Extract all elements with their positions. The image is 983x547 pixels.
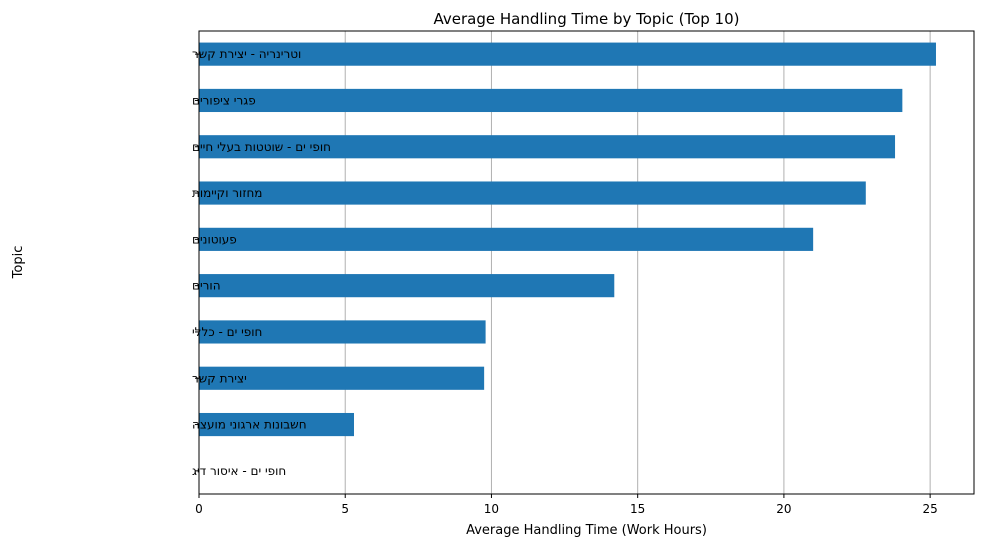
y-tick-label: יצירת קשר bbox=[192, 371, 247, 385]
bar bbox=[199, 412, 354, 437]
bar bbox=[199, 42, 936, 66]
x-tick-label: 10 bbox=[484, 502, 499, 516]
x-tick-label: 20 bbox=[776, 502, 791, 516]
y-tick-label: חופי ים - איסור דיג bbox=[192, 464, 286, 478]
plot-frame bbox=[198, 30, 975, 495]
y-tick-label: חופי ים - כללי bbox=[192, 325, 262, 339]
bars bbox=[199, 42, 936, 437]
x-tick-label: 0 bbox=[195, 502, 203, 516]
bar bbox=[199, 320, 486, 344]
bar bbox=[199, 135, 896, 159]
y-tick-label: חופי ים - שוטטות בעלי חיים bbox=[192, 140, 331, 154]
y-tick-label: מחזור וקיימות bbox=[192, 186, 262, 200]
y-tick-label: פגרי ציפורים bbox=[192, 93, 256, 107]
x-axis-ticks: 0 5 10 15 20 25 bbox=[195, 494, 938, 516]
bar bbox=[199, 88, 903, 113]
y-axis-ticks: וטרינריה - יצירת קשר פגרי ציפורים חופי ים … bbox=[192, 47, 331, 478]
x-tick-label: 15 bbox=[630, 502, 645, 516]
bar bbox=[199, 366, 485, 390]
bar bbox=[199, 227, 814, 251]
x-tick-label: 25 bbox=[922, 502, 937, 516]
y-axis-label: Topic bbox=[11, 246, 26, 280]
y-tick-label: חשבונות ארגוני מועצה bbox=[192, 418, 307, 432]
chart-title: Average Handling Time by Topic (Top 10) bbox=[433, 10, 739, 28]
x-axis-label: Average Handling Time (Work Hours) bbox=[466, 523, 707, 538]
bar bbox=[199, 181, 866, 205]
y-tick-label: וטרינריה - יצירת קשר bbox=[192, 47, 301, 61]
bar bbox=[199, 274, 615, 298]
x-tick-label: 5 bbox=[341, 502, 349, 516]
y-tick-label: הורים bbox=[192, 279, 221, 293]
y-tick-label: פעוטונים bbox=[192, 232, 237, 246]
